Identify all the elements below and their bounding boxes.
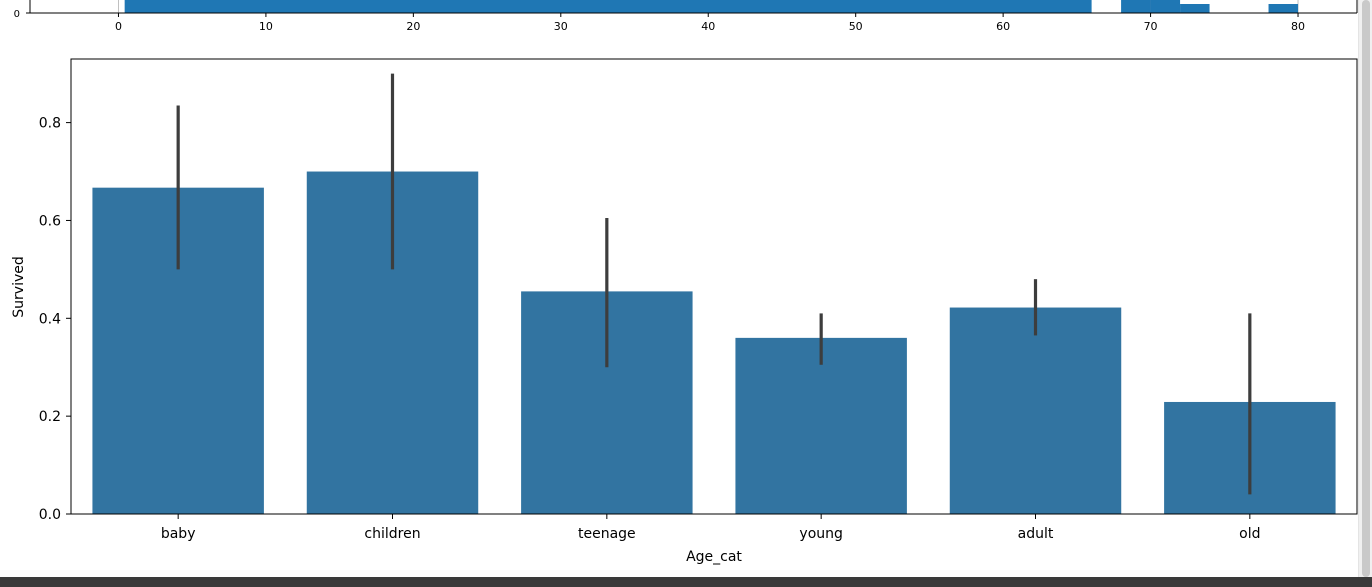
hist-x-tick-label: 20: [406, 20, 420, 33]
bar: [735, 337, 907, 514]
hist-x-tick-label: 0: [115, 20, 122, 33]
hist-x-tick-label: 30: [554, 20, 568, 33]
vertical-scrollbar[interactable]: [1358, 0, 1372, 577]
y-tick-label: 0.6: [39, 213, 61, 229]
y-tick-label: 0.2: [39, 409, 61, 425]
y-tick-label: 0.0: [39, 507, 61, 523]
y-axis-label: Survived: [11, 256, 27, 317]
x-tick-label: children: [364, 526, 420, 542]
y-tick-label: 0.8: [39, 116, 61, 132]
hist-bar: [1268, 4, 1299, 13]
hist-x-tick-label: 70: [1144, 20, 1158, 33]
hist-bar: [1180, 4, 1210, 13]
hist-x-tick-label: 40: [701, 20, 715, 33]
x-tick-label: baby: [161, 526, 196, 542]
hist-x-tick-label: 10: [259, 20, 273, 33]
hist-bar: [1150, 0, 1181, 13]
scrollbar-thumb[interactable]: [1362, 0, 1370, 577]
x-tick-label: young: [799, 526, 842, 542]
bottom-status-bar: [0, 577, 1372, 587]
hist-x-tick-label: 80: [1291, 20, 1305, 33]
hist-y-tick-label: 0: [14, 9, 20, 20]
hist-bar: [124, 0, 1092, 13]
survival-bar-chart: 0.0 0.2 0.4 0.6 0.8 baby children teenage young a…: [39, 58, 1358, 542]
hist-bar: [1121, 0, 1151, 13]
plot-frame: [70, 58, 1358, 515]
age-histogram: 0 10 20 30 40 50 60 70 80 0: [14, 0, 1358, 33]
x-tick-label: teenage: [578, 526, 636, 542]
x-axis-label: Age_cat: [686, 549, 742, 565]
bar: [949, 307, 1122, 514]
y-tick-label: 0.4: [39, 311, 61, 327]
x-tick-label: adult: [1018, 526, 1054, 542]
hist-x-tick-label: 60: [996, 20, 1010, 33]
x-tick-label: old: [1239, 526, 1260, 542]
hist-x-tick-label: 50: [849, 20, 863, 33]
